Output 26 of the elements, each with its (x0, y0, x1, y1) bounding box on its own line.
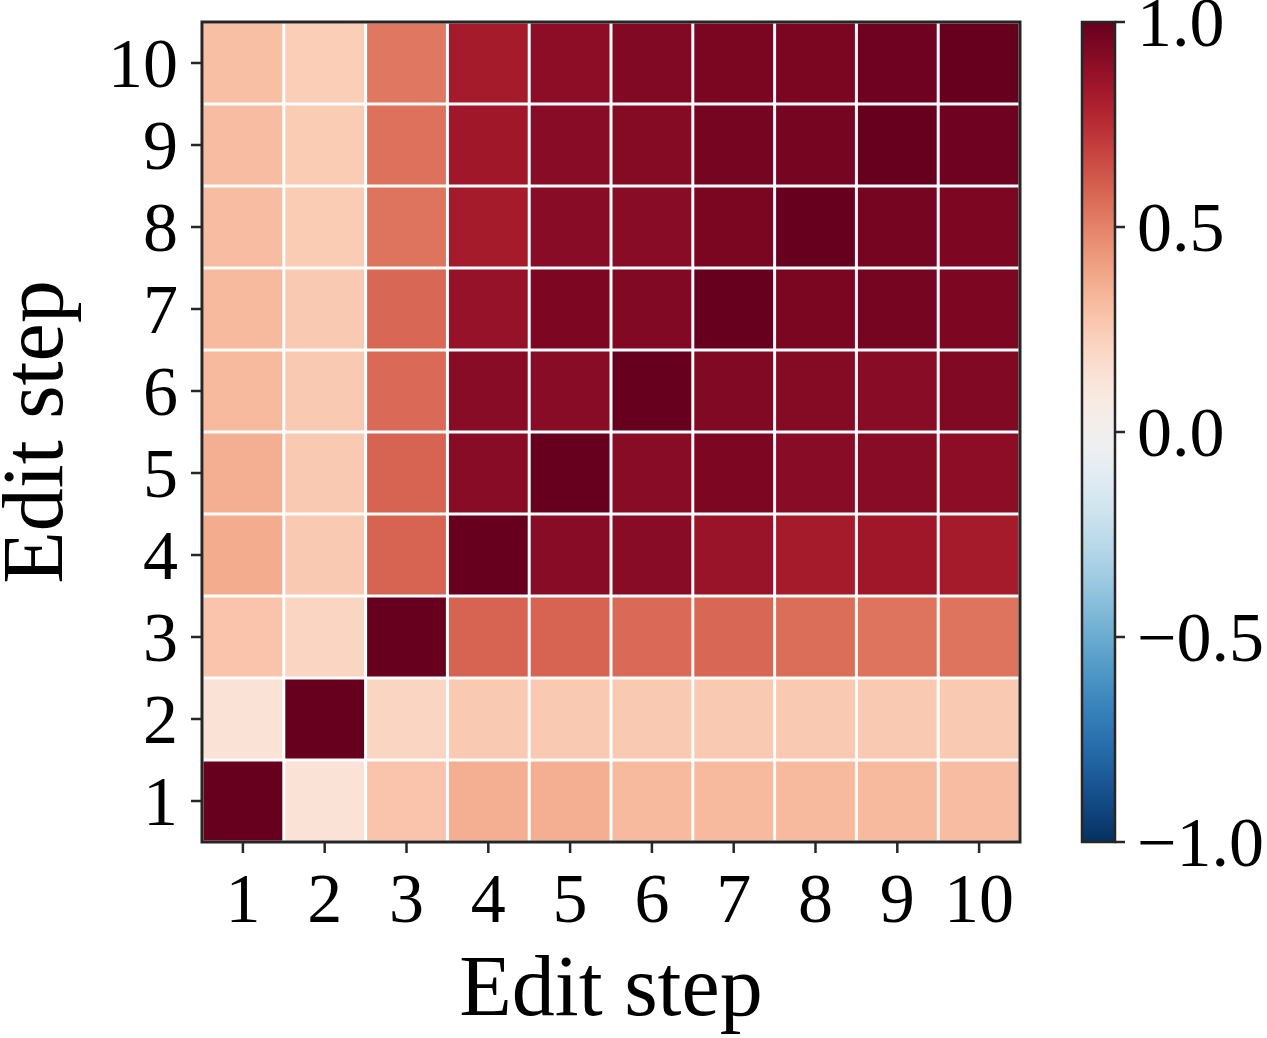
color-bar-label: 0.5 (1137, 188, 1225, 266)
y-tick-label: 7 (143, 270, 178, 348)
x-tick-label: 6 (634, 860, 670, 937)
y-tick-label: 2 (143, 680, 178, 758)
y-tick-label: 9 (143, 106, 178, 184)
color-bar-label: −0.5 (1137, 598, 1264, 676)
y-tick-label: 8 (143, 188, 178, 266)
y-axis-title: Edit step (0, 280, 81, 584)
x-tick-label: 4 (470, 860, 506, 937)
y-tick-label: 1 (143, 762, 178, 840)
y-tick-label: 4 (143, 516, 178, 594)
y-tick-label: 5 (143, 434, 178, 512)
y-tick-label: 10 (108, 24, 178, 102)
x-tick-label: 8 (798, 860, 833, 937)
x-tick-label: 9 (879, 860, 915, 937)
x-axis-title: Edit step (459, 938, 763, 1034)
x-tick-label: 10 (944, 860, 1015, 937)
color-bar-label: −1.0 (1137, 803, 1264, 881)
x-tick-label: 5 (552, 860, 588, 937)
x-tick-label: 7 (716, 860, 752, 937)
x-tick-label: 3 (389, 860, 424, 937)
x-tick-label: 2 (307, 860, 343, 937)
y-tick-label: 3 (143, 598, 178, 676)
color-bar-label: 0.0 (1137, 393, 1225, 471)
y-tick-label: 6 (143, 352, 178, 430)
x-tick-label: 1 (225, 860, 261, 937)
